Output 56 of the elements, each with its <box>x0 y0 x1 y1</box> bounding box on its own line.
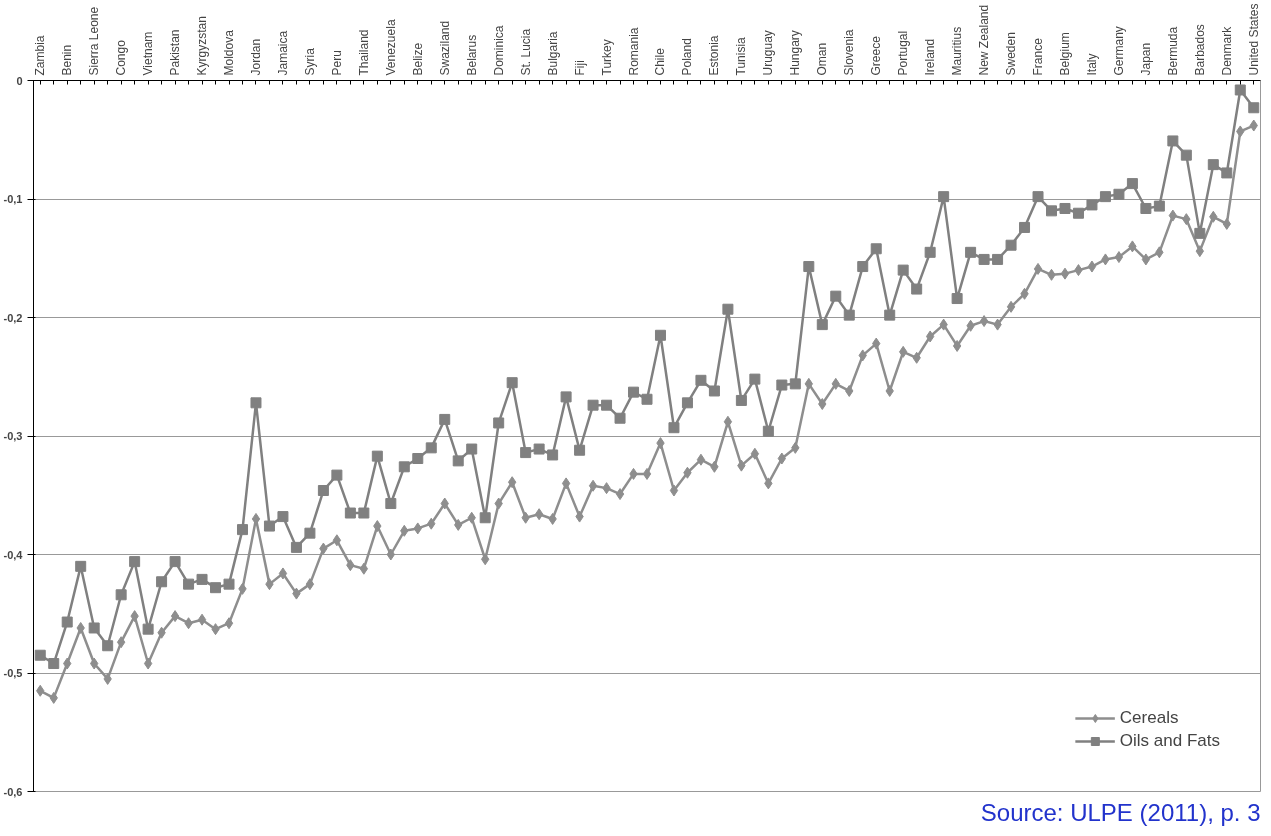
x-tick-label: Greece <box>869 35 884 76</box>
x-tick-label: Belize <box>410 42 425 76</box>
x-tick-label: France <box>1031 37 1046 76</box>
x-tick-label: Moldova <box>222 29 237 76</box>
x-tick-label: Syria <box>302 47 317 76</box>
x-tick-label: Poland <box>680 38 695 76</box>
x-tick-label: Thailand <box>356 29 371 76</box>
x-tick-label: Belarus <box>464 34 479 76</box>
x-tick-label: Vietnam <box>141 31 156 76</box>
y-tick-label: 0 <box>16 74 23 87</box>
y-tick-label: -0,3 <box>3 430 23 442</box>
x-tick-label: Denmark <box>1219 25 1234 76</box>
x-tick-label: Oman <box>815 42 830 76</box>
x-tick-label: Uruguay <box>761 30 776 76</box>
x-tick-label: Pakistan <box>168 29 183 76</box>
x-tick-label: Jamaica <box>275 30 290 76</box>
x-tick-label: Dominica <box>491 25 506 76</box>
legend-label: Cereals <box>1119 708 1179 728</box>
x-tick-label: Venezuela <box>383 19 398 76</box>
x-tick-label: Sierra Leone <box>87 6 102 76</box>
x-tick-label: Ireland <box>923 38 938 76</box>
x-tick-label: New Zealand <box>977 4 992 76</box>
y-tick-label: -0,5 <box>3 667 23 679</box>
y-tick-label: -0,6 <box>3 785 23 798</box>
x-tick-label: Jordan <box>248 38 263 76</box>
x-tick-label: Italy <box>1084 53 1099 76</box>
x-tick-label: Kyrgyzstan <box>195 16 210 76</box>
x-tick-label: Bulgaria <box>545 31 560 76</box>
x-tick-label: Belgium <box>1057 32 1072 76</box>
y-tick-label: -0,4 <box>3 548 24 561</box>
x-tick-label: Romania <box>626 27 641 76</box>
x-tick-label: Turkey <box>599 39 614 76</box>
source-note: Source: ULPE (2011), p. 3 <box>980 798 1261 826</box>
y-tick-label: -0,1 <box>3 193 23 205</box>
y-tick-label: -0,2 <box>3 311 23 324</box>
x-tick-label: Slovenia <box>842 29 857 76</box>
x-tick-label: Mauritius <box>950 26 965 76</box>
x-tick-label: Peru <box>329 50 344 76</box>
x-tick-label: Swaziland <box>437 20 452 76</box>
x-tick-label: United States <box>1246 3 1261 76</box>
x-tick-label: Germany <box>1111 26 1126 76</box>
legend-label: Oils and Fats <box>1119 731 1220 751</box>
x-tick-label: Estonia <box>707 35 722 76</box>
x-tick-label: St. Lucia <box>518 28 533 76</box>
x-tick-label: Sweden <box>1004 32 1019 76</box>
x-tick-label: Congo <box>114 39 129 76</box>
x-tick-label: Hungary <box>788 30 803 76</box>
x-tick-label: Tunisia <box>734 36 749 76</box>
x-tick-label: Japan <box>1138 42 1153 76</box>
x-tick-label: Chile <box>653 47 668 76</box>
x-tick-label: Benin <box>60 44 75 76</box>
x-tick-label: Bermuda <box>1165 26 1180 76</box>
x-tick-label: Fiji <box>572 60 587 76</box>
x-tick-label: Barbados <box>1192 24 1207 76</box>
x-tick-label: Portugal <box>896 30 911 76</box>
x-tick-label: Zambia <box>33 35 48 76</box>
